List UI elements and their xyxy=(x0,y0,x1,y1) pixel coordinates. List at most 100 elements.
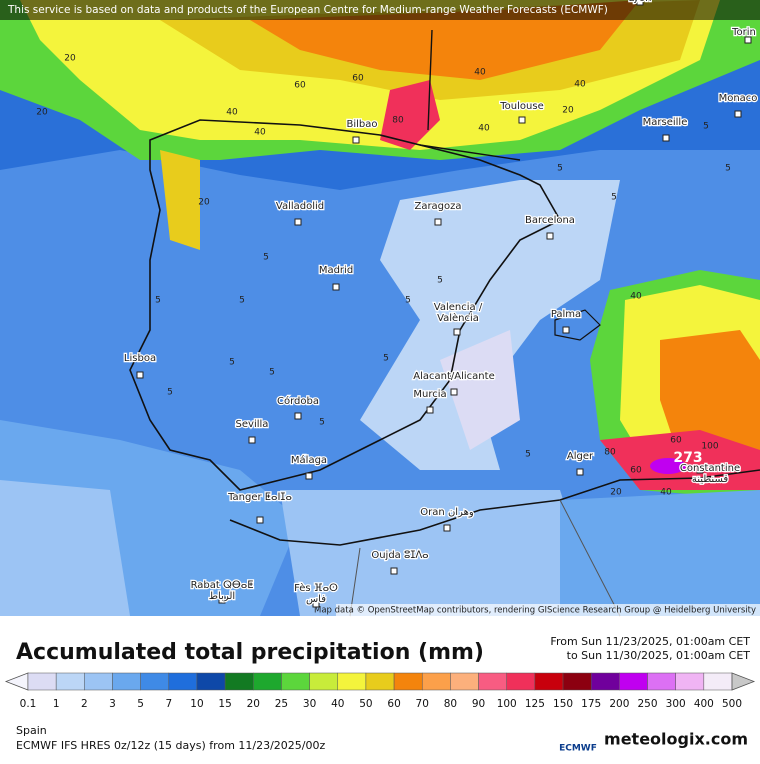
legend-swatch xyxy=(393,672,423,691)
city-marker xyxy=(218,596,226,604)
legend-swatch xyxy=(337,672,367,691)
contour-label: 5 xyxy=(319,418,325,428)
city-marker xyxy=(390,567,398,575)
legend-swatch xyxy=(365,672,395,691)
contour-label: 5 xyxy=(263,253,269,263)
legend-label: 90 xyxy=(472,698,485,710)
city-label: Tanger ⵟⴰⵏⵊⴰ xyxy=(227,492,292,503)
contour-label: 80 xyxy=(392,116,404,126)
city-marker xyxy=(312,600,320,608)
title: Accumulated total precipitation (mm) xyxy=(16,640,484,665)
legend-swatch xyxy=(224,672,254,691)
ecmwf-logo: ECMWF xyxy=(559,744,597,754)
legend-arrow-left xyxy=(4,672,29,691)
city-label: Monaco xyxy=(719,93,758,104)
city-marker xyxy=(136,371,144,379)
contour-label: 40 xyxy=(478,124,490,134)
legend-label: 70 xyxy=(416,698,429,710)
legend-swatch xyxy=(562,672,592,691)
city-marker xyxy=(744,36,752,44)
contour-label: 20 xyxy=(64,54,76,64)
city-label: Córdoba xyxy=(277,395,319,407)
contour-label: 5 xyxy=(525,450,531,460)
banner-bg xyxy=(0,0,760,20)
legend-swatch xyxy=(112,672,141,691)
city-label: Oujda ⵓⵊⴷⴰ xyxy=(371,550,428,561)
city-marker xyxy=(576,468,584,476)
contour-label: 60 xyxy=(630,466,642,476)
city-marker xyxy=(443,524,451,532)
legend-label: 25 xyxy=(275,698,288,710)
contour-label: 5 xyxy=(269,368,275,378)
legend-label: 2 xyxy=(81,698,88,710)
legend-swatch xyxy=(27,672,57,691)
city-marker xyxy=(294,412,302,420)
legend-swatch xyxy=(421,672,451,691)
map xyxy=(0,0,760,617)
legend-swatch xyxy=(168,672,198,691)
legend-label: 10 xyxy=(190,698,203,710)
max-label: 273 xyxy=(673,450,702,466)
attribution: Map data © OpenStreetMap contributors, r… xyxy=(314,606,756,616)
city-marker xyxy=(518,116,526,124)
legend-swatch xyxy=(196,672,226,691)
legend-label: 1 xyxy=(53,698,60,710)
city-label: Toulouse xyxy=(499,101,543,112)
city-marker xyxy=(305,472,313,480)
contour-label: 5 xyxy=(611,193,617,203)
city-label: Barcelona xyxy=(525,215,575,226)
legend-swatch xyxy=(140,672,170,691)
legend-swatch xyxy=(647,672,676,691)
legend-swatch xyxy=(506,672,536,691)
legend-label: 400 xyxy=(694,698,714,710)
city-label: Málaga xyxy=(291,454,327,466)
city-marker xyxy=(662,134,670,142)
legend-label: 15 xyxy=(218,698,231,710)
contour-label: 5 xyxy=(703,122,709,132)
legend-label: 175 xyxy=(581,698,601,710)
contour-label: 40 xyxy=(574,80,586,90)
contour-label: 40 xyxy=(226,108,238,118)
city-label: Murcia xyxy=(413,389,446,400)
contour-label: 5 xyxy=(437,276,443,286)
city-label: Bilbao xyxy=(346,119,377,130)
legend-label: 200 xyxy=(609,698,629,710)
legend-label: 150 xyxy=(553,698,573,710)
legend-label: 7 xyxy=(165,698,172,710)
legend-swatch xyxy=(253,672,282,691)
contour-label: 80 xyxy=(604,448,616,458)
legend-label: 5 xyxy=(137,698,144,710)
city-label: Alacant/Alicante xyxy=(413,371,494,382)
legend-swatch xyxy=(478,672,507,691)
contour-label: 60 xyxy=(670,436,682,446)
city-label: Marseille xyxy=(643,117,688,128)
contour-label: 60 xyxy=(294,81,306,91)
contour-label: 40 xyxy=(630,292,642,302)
contour-label: 5 xyxy=(167,388,173,398)
legend-label: 50 xyxy=(359,698,372,710)
contour-label: 20 xyxy=(562,106,574,116)
period-to: to Sun 11/30/2025, 01:00am CET xyxy=(567,649,751,662)
contour-label: 5 xyxy=(383,354,389,364)
contour-label: 5 xyxy=(155,296,161,306)
city-marker xyxy=(332,283,340,291)
contour-label: 20 xyxy=(610,488,622,498)
legend-label: 0.1 xyxy=(20,698,37,710)
city-label: فاس xyxy=(306,594,326,605)
legend-label: 80 xyxy=(444,698,457,710)
contour-label: 40 xyxy=(660,488,672,498)
contour-label: 5 xyxy=(405,296,411,306)
contour-label: 5 xyxy=(725,164,731,174)
city-marker xyxy=(562,326,570,334)
legend-swatch xyxy=(534,672,564,691)
legend-swatch xyxy=(619,672,648,691)
legend-swatch xyxy=(450,672,479,691)
city-marker xyxy=(426,406,434,414)
legend-swatch xyxy=(55,672,85,691)
city-marker xyxy=(546,232,554,240)
city-marker xyxy=(248,436,256,444)
city-label: Valencia / xyxy=(434,302,483,313)
contour-label: 100 xyxy=(701,442,718,452)
city-label: Lyon xyxy=(628,0,651,4)
city-marker xyxy=(450,388,458,396)
